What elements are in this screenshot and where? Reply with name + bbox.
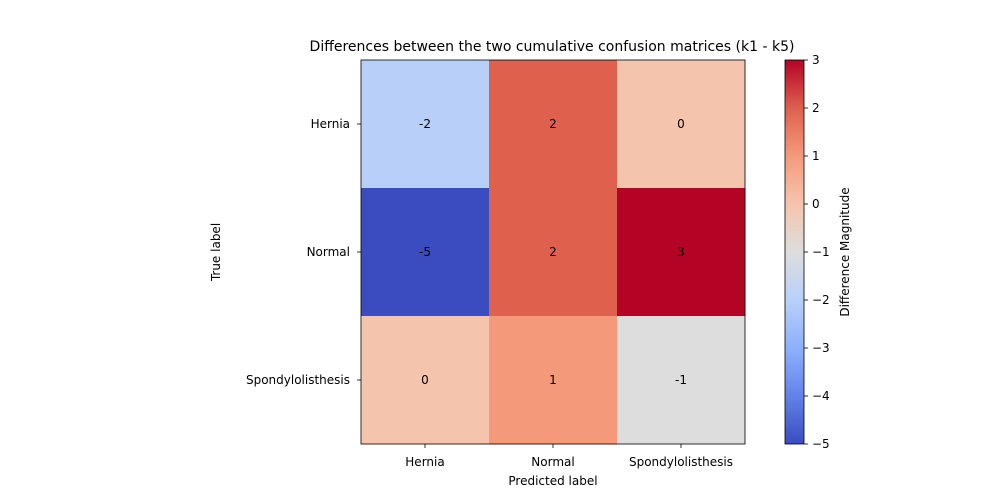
x-tick-label: Normal xyxy=(531,455,574,469)
colorbar-tick-label: −1 xyxy=(812,245,830,259)
colorbar-tick-label: −4 xyxy=(812,389,830,403)
y-tick-label: Spondylolisthesis xyxy=(246,373,350,387)
x-axis-label: Predicted label xyxy=(508,474,597,488)
cell-value-label: 0 xyxy=(421,373,429,387)
heatmap-cell xyxy=(361,188,490,317)
cell-value-label: 3 xyxy=(677,245,685,259)
heatmap-cell xyxy=(617,188,746,317)
cell-value-label: -5 xyxy=(419,245,431,259)
cell-value-label: -2 xyxy=(419,117,431,131)
heatmap-cell xyxy=(489,60,618,189)
heatmap-cell xyxy=(361,316,490,445)
colorbar-tick-label: −2 xyxy=(812,293,830,307)
heatmap-cell xyxy=(489,316,618,445)
cell-value-label: 1 xyxy=(549,373,557,387)
heatmap-cell xyxy=(489,188,618,317)
colorbar xyxy=(784,59,805,445)
chart-title: Differences between the two cumulative c… xyxy=(310,39,795,55)
heatmap-cell xyxy=(617,316,746,445)
y-axis-label: True label xyxy=(209,223,223,282)
x-tick-label: Spondylolisthesis xyxy=(629,455,733,469)
heatmap-cell xyxy=(617,60,746,189)
cell-value-label: 2 xyxy=(549,117,557,131)
colorbar-tick-label: 3 xyxy=(812,53,820,67)
x-tick-label: Hernia xyxy=(405,455,444,469)
y-tick-label: Normal xyxy=(307,245,350,259)
colorbar-tick-label: 2 xyxy=(812,101,820,115)
cell-value-label: 0 xyxy=(677,117,685,131)
colorbar-tick-label: −5 xyxy=(812,437,830,451)
cell-value-label: -1 xyxy=(675,373,687,387)
colorbar-tick-label: 0 xyxy=(812,197,820,211)
cell-value-label: 2 xyxy=(549,245,557,259)
colorbar-tick-label: 1 xyxy=(812,149,820,163)
colorbar-tick-label: −3 xyxy=(812,341,830,355)
heatmap-cell xyxy=(361,60,490,189)
colorbar-label: Difference Magnitude xyxy=(838,187,852,316)
y-tick-label: Hernia xyxy=(311,117,350,131)
